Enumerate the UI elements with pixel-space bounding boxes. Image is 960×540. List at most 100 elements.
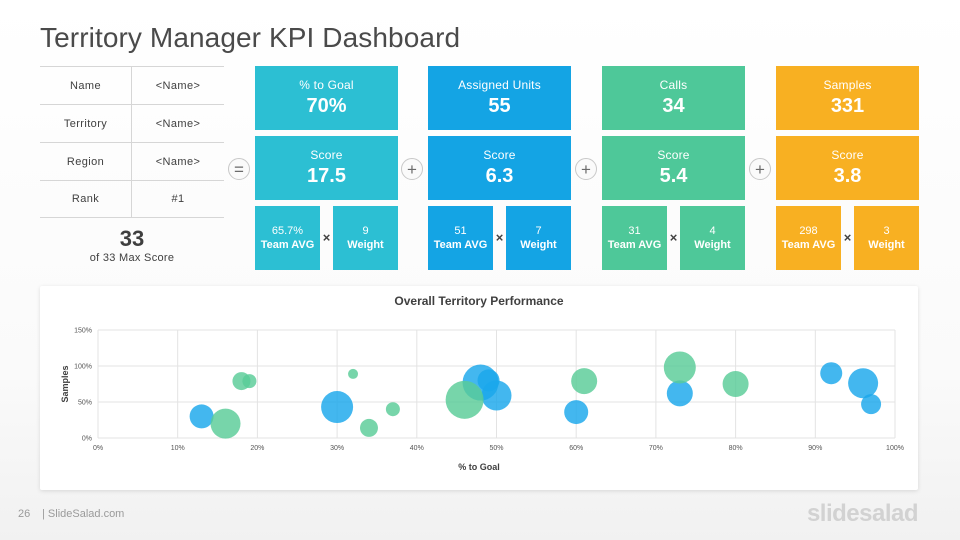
team-avg-card: 51 Team AVG	[428, 206, 493, 270]
info-value: <Name>	[155, 79, 201, 92]
plus-icon: +	[749, 158, 771, 180]
times-icon: ×	[322, 230, 331, 245]
chart-card: Overall Territory Performance 0% 10% 20% 30…	[40, 286, 918, 490]
bubble-blue	[861, 394, 882, 415]
bubble-green	[445, 380, 484, 419]
y-tick-label: 100%	[74, 364, 92, 371]
info-row-rank: Rank #1	[40, 180, 224, 218]
times-icon: ×	[495, 230, 504, 245]
team-avg-card: 65.7% Team AVG	[255, 206, 320, 270]
weight-label: Weight	[694, 239, 731, 251]
plus-icon: +	[401, 158, 423, 180]
info-value: <Name>	[155, 155, 201, 168]
score-value: 5.4	[659, 165, 688, 187]
bubble-green	[385, 402, 400, 417]
kpi-header: Assigned Units 55	[428, 66, 571, 130]
score-value: 3.8	[833, 165, 862, 187]
weight-value: 4	[709, 225, 716, 237]
x-tick-label: 10%	[171, 445, 185, 452]
kpi-score-card: Score 3.8	[776, 136, 919, 200]
y-axis-label: Samples	[60, 365, 70, 402]
kpi-value: 70%	[306, 95, 347, 117]
team-avg-value: 31	[628, 225, 641, 237]
bubble-chart: Overall Territory Performance 0% 10% 20% 30…	[60, 294, 904, 472]
team-avg-label: Team AVG	[433, 239, 488, 251]
info-value: <Name>	[155, 117, 201, 130]
score-value: 17.5	[307, 165, 346, 187]
weight-label: Weight	[868, 239, 905, 251]
kpi-header: Calls 34	[602, 66, 745, 130]
kpi-column-goal: % to Goal 70% Score 17.5 65.7% Team AVG …	[255, 66, 398, 270]
info-value: #1	[171, 193, 185, 205]
bubble-green	[242, 374, 257, 389]
score-label: Score	[310, 148, 343, 162]
bubble-blue	[564, 400, 589, 425]
score-label: Score	[483, 148, 516, 162]
team-avg-label: Team AVG	[607, 239, 662, 251]
bubble-blue	[666, 380, 693, 407]
kpi-value: 331	[830, 95, 865, 117]
kpi-label: Calls	[659, 78, 688, 92]
weight-value: 7	[535, 225, 542, 237]
kpi-column-calls: Calls 34 Score 5.4 31 Team AVG × 4 Weigh…	[602, 66, 745, 270]
chart-bubbles	[189, 351, 882, 439]
x-tick-label: 80%	[729, 445, 743, 452]
info-table: Name <Name> Territory <Name> Region <Nam…	[40, 66, 224, 218]
bubble-green	[663, 351, 696, 384]
info-label: Rank	[40, 181, 132, 217]
bubble-blue	[321, 391, 354, 424]
team-avg-value: 51	[454, 225, 467, 237]
team-avg-value: 298	[799, 225, 818, 237]
weight-label: Weight	[520, 239, 557, 251]
weight-value: 3	[883, 225, 890, 237]
score-label: Score	[657, 148, 690, 162]
x-tick-label: 20%	[250, 445, 264, 452]
x-tick-label: 90%	[808, 445, 822, 452]
bubble-green	[722, 371, 749, 397]
bubble-blue	[481, 380, 512, 411]
team-avg-value: 65.7%	[271, 225, 304, 237]
kpi-score-card: Score 5.4	[602, 136, 745, 200]
bubble-blue	[820, 362, 843, 385]
x-tick-label: 100%	[886, 445, 904, 452]
weight-card: 7 Weight	[506, 206, 571, 270]
kpi-header: % to Goal 70%	[255, 66, 398, 130]
x-tick-label: 70%	[649, 445, 663, 452]
times-icon: ×	[669, 230, 678, 245]
x-tick-label: 30%	[330, 445, 344, 452]
bubble-green	[571, 368, 598, 395]
weight-card: 4 Weight	[680, 206, 745, 270]
bubble-green	[359, 418, 378, 437]
team-avg-card: 298 Team AVG	[776, 206, 841, 270]
page-number: 26	[18, 508, 31, 520]
kpi-label: Samples	[823, 78, 872, 92]
chart-title: Overall Territory Performance	[394, 294, 564, 308]
x-tick-label: 40%	[410, 445, 424, 452]
kpi-column-samples: Samples 331 Score 3.8 298 Team AVG × 3 W…	[776, 66, 919, 270]
x-tick-label: 50%	[489, 445, 503, 452]
kpi-score-card: Score 6.3	[428, 136, 571, 200]
weight-card: 9 Weight	[333, 206, 398, 270]
bubble-green	[210, 408, 241, 439]
y-tick-label: 150%	[74, 328, 92, 335]
plus-icon: +	[575, 158, 597, 180]
bubble-blue	[189, 404, 214, 429]
x-tick-label: 60%	[569, 445, 583, 452]
info-row-name: Name <Name>	[40, 66, 224, 104]
score-value: 6.3	[485, 165, 514, 187]
equals-icon: =	[228, 158, 250, 180]
total-score: 33	[119, 226, 145, 251]
team-avg-label: Team AVG	[260, 239, 315, 251]
team-avg-card: 31 Team AVG	[602, 206, 667, 270]
info-row-region: Region <Name>	[40, 142, 224, 180]
kpi-score-card: Score 17.5	[255, 136, 398, 200]
chart-ticks: 0% 10% 20% 30% 40% 50% 60% 70% 80% 90% 100% 0% 50% 10…	[74, 328, 904, 453]
info-row-territory: Territory <Name>	[40, 104, 224, 142]
team-avg-label: Team AVG	[781, 239, 836, 251]
kpi-label: % to Goal	[299, 78, 354, 92]
info-label: Territory	[40, 105, 132, 142]
x-tick-label: 0%	[93, 445, 103, 452]
y-tick-label: 0%	[82, 436, 92, 443]
kpi-header: Samples 331	[776, 66, 919, 130]
total-score-caption: of 33 Max Score	[89, 252, 175, 264]
